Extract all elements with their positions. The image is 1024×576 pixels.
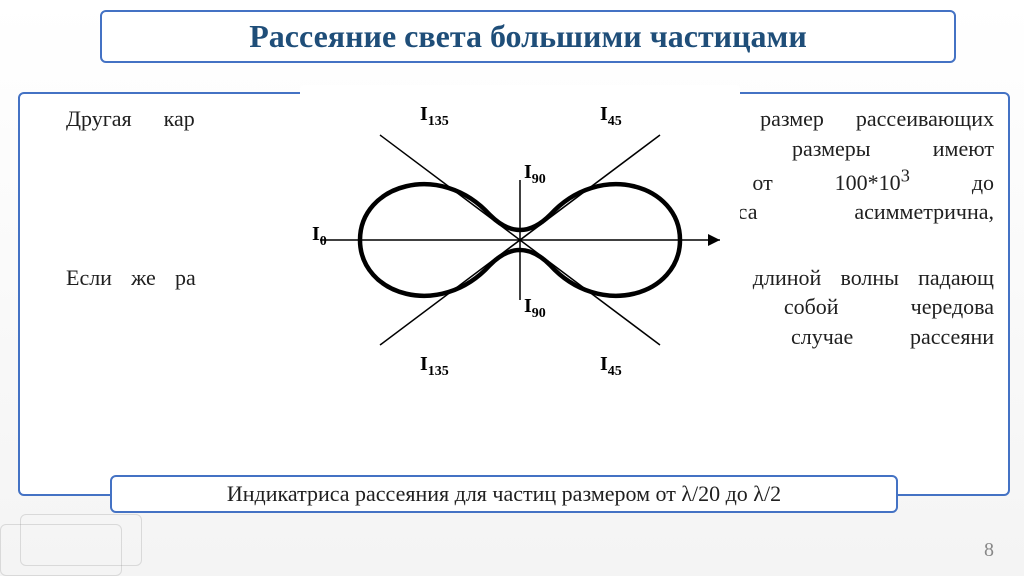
- page-number: 8: [984, 539, 994, 562]
- title-box: Рассеяние света большими частицами: [100, 10, 956, 63]
- p2-frag1: Если же ра: [66, 265, 196, 290]
- label-I90-top: I90: [524, 161, 546, 188]
- axis-arrow: [708, 234, 720, 246]
- label-I45-top: I45: [600, 103, 622, 130]
- page-title: Рассеяние света большими частицами: [249, 18, 807, 54]
- label-I135-bottom: I135: [420, 353, 449, 380]
- diagram-caption: Индикатриса рассеяния для частиц размеро…: [110, 475, 898, 513]
- indicatrix-diagram: I0 I135 I45 I90 I90 I135 I45: [300, 85, 740, 395]
- caption-text: Индикатриса рассеяния для частиц размеро…: [227, 481, 781, 506]
- label-I0: I0: [312, 223, 327, 250]
- diagram-svg: [300, 85, 740, 395]
- label-I90-bottom: I90: [524, 295, 546, 322]
- label-I135-top: I135: [420, 103, 449, 130]
- p1-frag1: Другая кар: [66, 106, 195, 131]
- label-I45-bottom: I45: [600, 353, 622, 380]
